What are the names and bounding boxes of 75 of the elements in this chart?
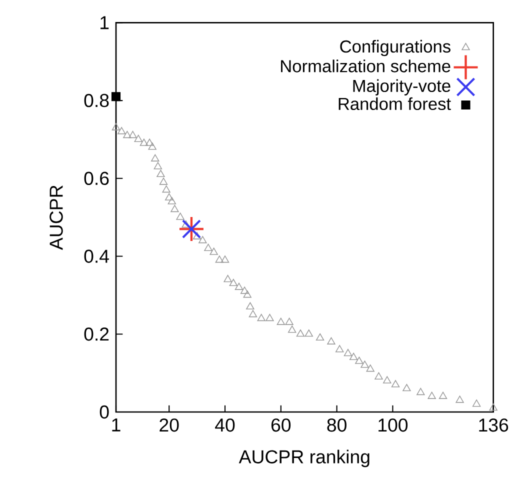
point: [234, 282, 244, 290]
point: [248, 310, 258, 318]
x-tick-label: 80: [327, 418, 346, 432]
point: [391, 380, 400, 388]
point: [276, 318, 286, 325]
point: [215, 255, 224, 263]
point: [162, 185, 170, 193]
point: [220, 255, 230, 263]
point: [117, 127, 126, 134]
y-axis-title: AUCPR: [50, 186, 63, 250]
legend-label: Random forest: [338, 97, 451, 110]
x-tick-label: 20: [160, 418, 179, 432]
point: [428, 392, 436, 399]
legend-label: Configurations: [340, 40, 450, 56]
point: [156, 170, 165, 178]
point: [355, 356, 364, 364]
point: [349, 352, 358, 360]
point: [383, 376, 392, 384]
x-tick-label: 100: [378, 418, 408, 432]
point: [145, 138, 154, 146]
point: [210, 248, 218, 255]
point: [472, 400, 481, 407]
y-tick-label: 0.2: [84, 328, 109, 341]
point: [176, 212, 184, 220]
point: [366, 364, 374, 372]
point: [374, 372, 383, 380]
y-tick-label: 0.6: [84, 172, 109, 186]
point: [360, 360, 369, 368]
point: [456, 396, 464, 403]
y-tick-label: 0.4: [84, 250, 109, 263]
point: [198, 236, 207, 244]
x-tick-label: 40: [215, 418, 235, 432]
point: [128, 130, 137, 138]
legend-label: Normalization scheme: [281, 60, 450, 72]
point: [224, 274, 232, 282]
point: [243, 290, 252, 298]
point: [288, 326, 296, 333]
y-tick-label: 0: [100, 405, 109, 419]
point: [316, 333, 324, 341]
point: [296, 329, 305, 337]
point: [111, 92, 121, 102]
point: [112, 123, 120, 130]
point: [240, 286, 249, 294]
point: [159, 178, 168, 185]
point: [304, 329, 313, 337]
legend-label: Majority-vote: [353, 79, 450, 96]
point: [327, 337, 336, 344]
point: [266, 314, 274, 322]
y-tick-label: 1: [100, 16, 109, 30]
x-axis-title: AUCPR ranking: [238, 450, 370, 468]
point: [285, 318, 294, 325]
point: [336, 345, 344, 352]
y-tick-label: 0.8: [84, 94, 109, 108]
point: [229, 278, 238, 286]
point: [192, 232, 202, 240]
point: [416, 388, 425, 396]
point: [154, 162, 162, 170]
point: [165, 193, 174, 200]
x-tick-label: 136: [479, 418, 508, 432]
point: [246, 302, 254, 310]
point: [438, 392, 448, 399]
point: [402, 384, 411, 392]
x-tick-label: 1: [112, 418, 120, 432]
point: [134, 134, 142, 142]
point: [204, 244, 212, 252]
point: [151, 154, 160, 162]
point: [148, 142, 156, 150]
point: [170, 204, 179, 212]
point: [344, 348, 352, 356]
point: [140, 138, 148, 146]
point: [123, 130, 132, 138]
point: [257, 314, 266, 322]
x-tick-label: 60: [271, 418, 291, 432]
point: [168, 197, 176, 204]
point: [489, 403, 498, 411]
